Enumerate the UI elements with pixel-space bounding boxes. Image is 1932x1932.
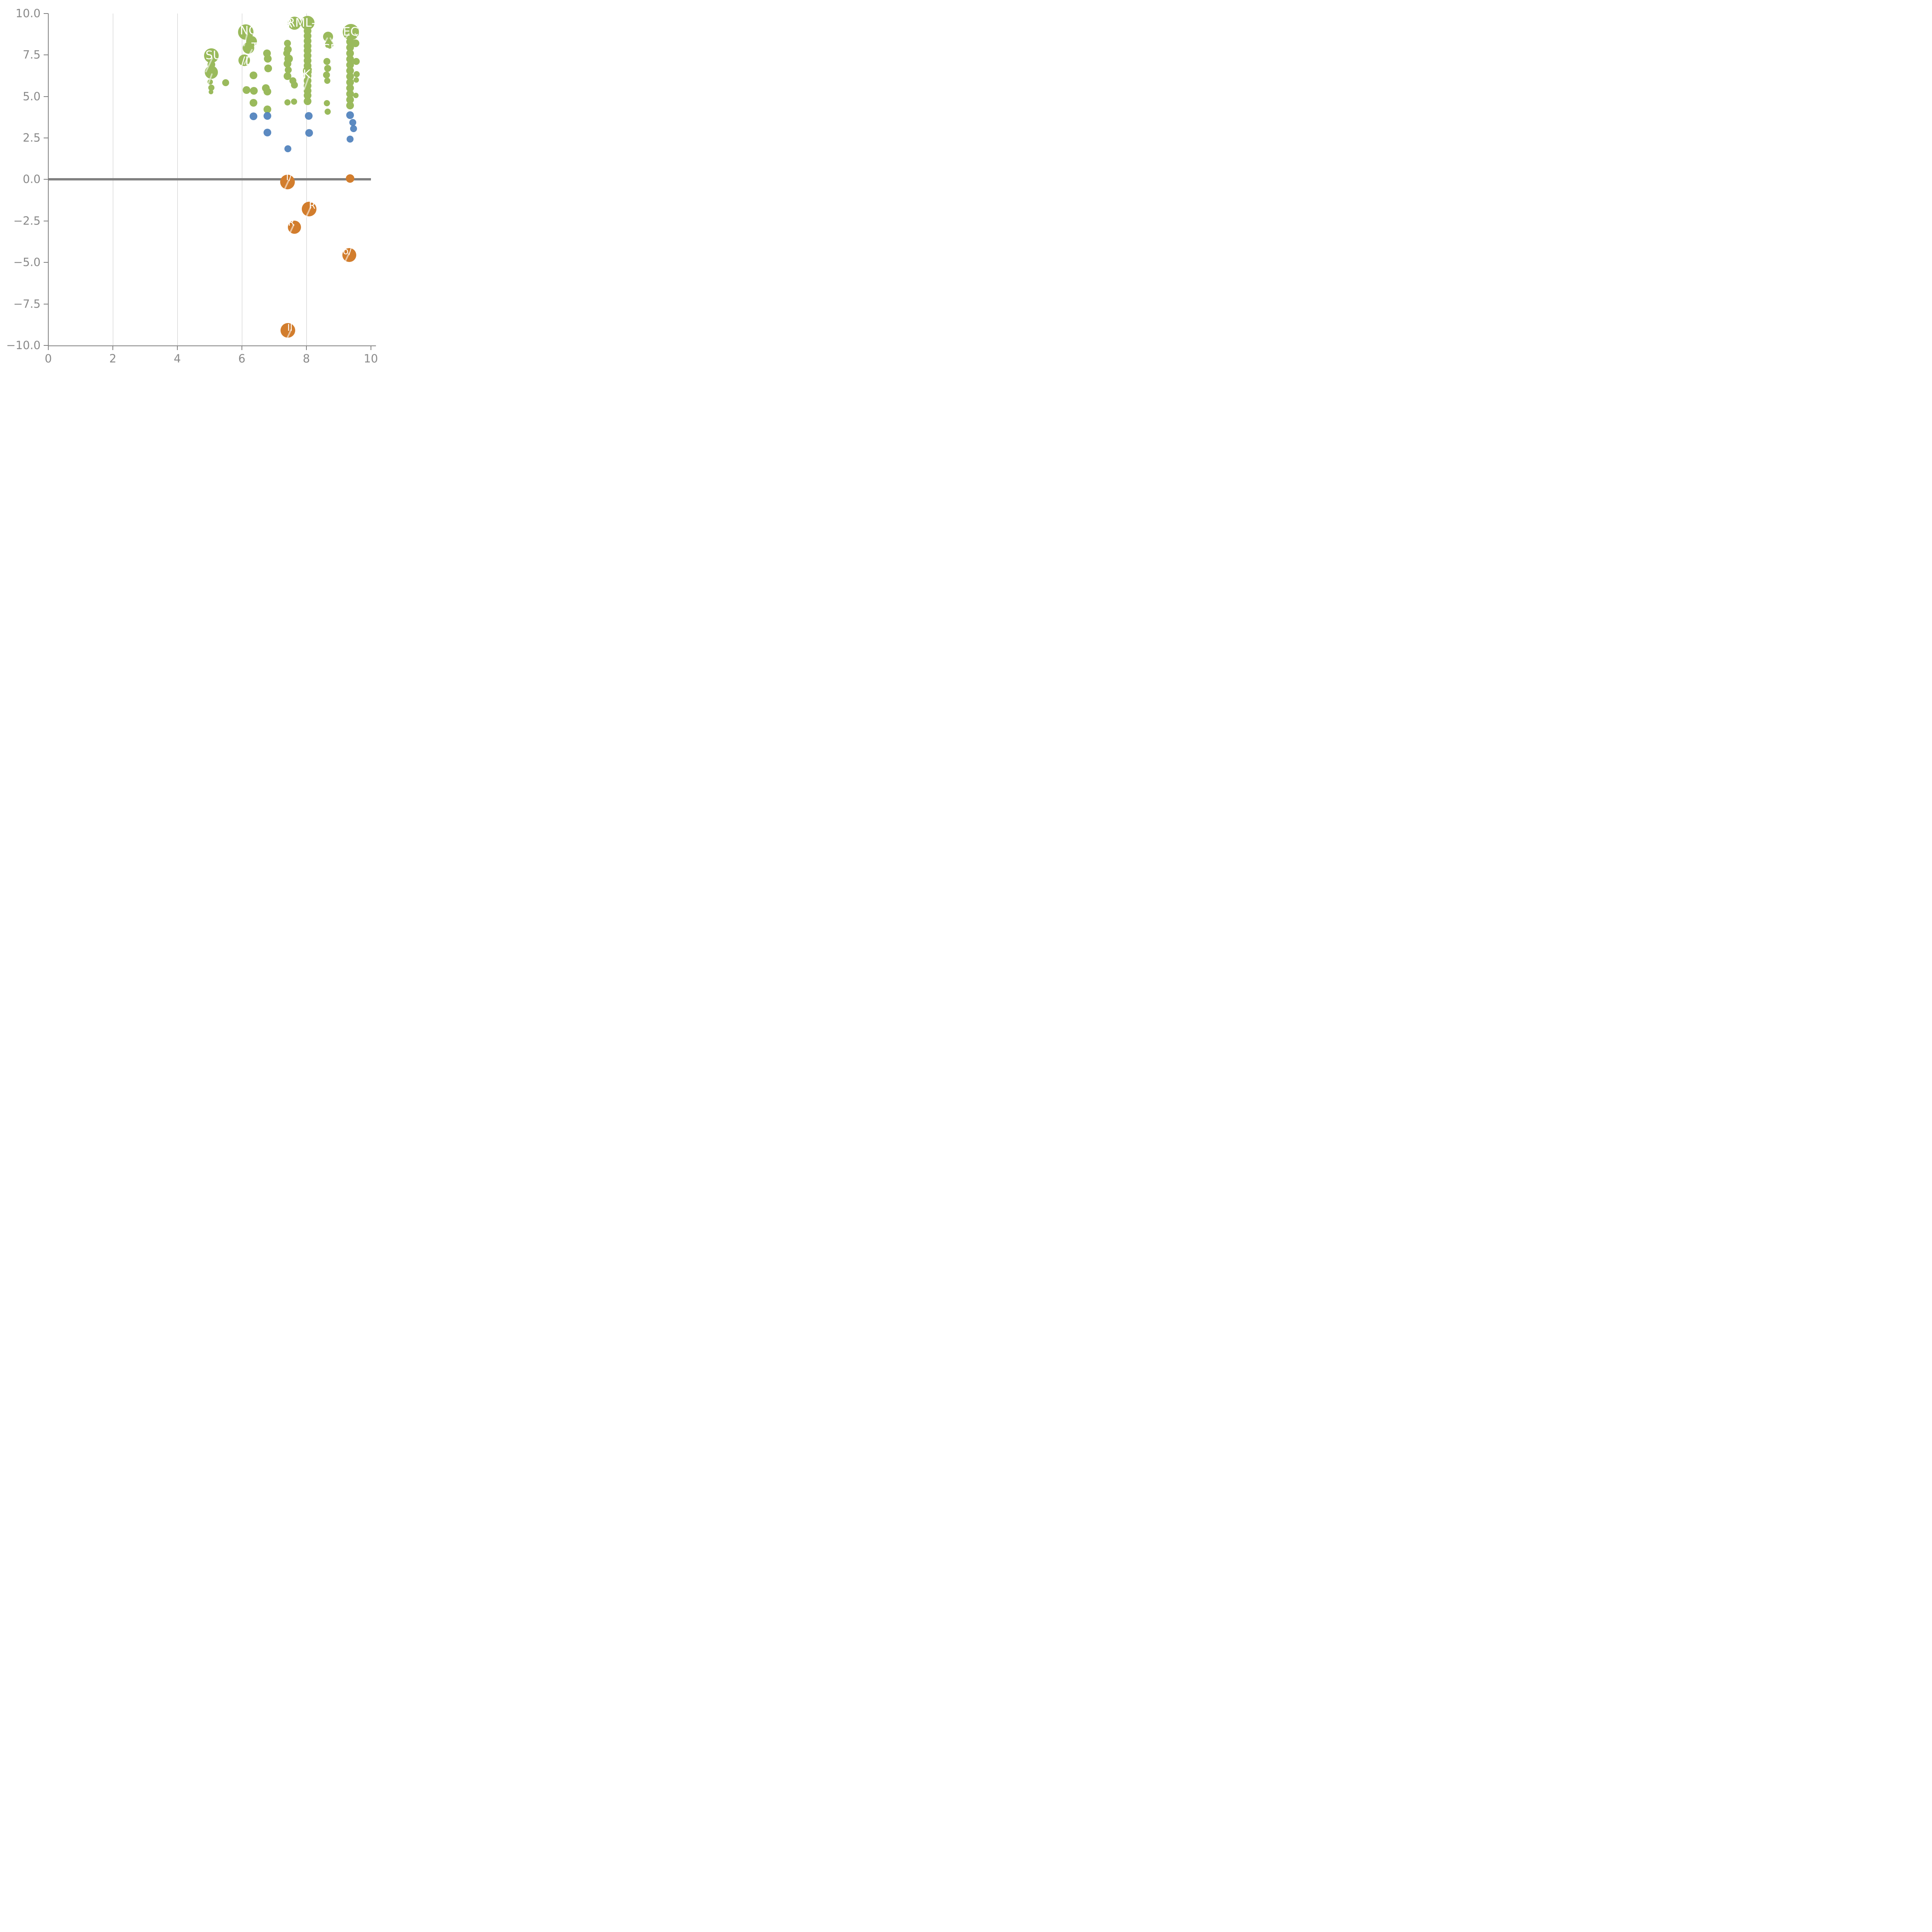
bubble-green xyxy=(346,61,354,69)
bubble-green xyxy=(354,71,360,77)
x-tick-label: 10 xyxy=(364,352,378,365)
bubble-green xyxy=(324,77,331,84)
y-tick-label: −10.0 xyxy=(6,338,41,352)
bubble-green xyxy=(284,99,291,106)
bubble-green xyxy=(208,90,213,94)
bubble-ticker-label: R xyxy=(284,17,293,31)
bubble-orange xyxy=(342,248,356,262)
x-tick-label: 4 xyxy=(173,352,181,365)
bubble-ticker-label: TI xyxy=(251,40,262,54)
bubble-green xyxy=(324,100,330,106)
x-tick-mark xyxy=(306,345,307,350)
x-tick-label: 0 xyxy=(44,352,52,365)
y-tick-label: 10.0 xyxy=(15,7,41,20)
bubble-chart-figure: 10.0 7.5 5.0 2.5 0.0 −2.5 −5.0 −7.5 −10.0 0 2 4 6 8 10… xyxy=(0,0,386,386)
zero-reference-line xyxy=(48,178,371,181)
bubble-green xyxy=(325,40,334,49)
bubble-ticker-label: /D xyxy=(241,54,254,68)
bubble-ticker-label: R xyxy=(309,200,316,211)
bubble-green xyxy=(346,37,354,46)
bubble-ticker-label: I/ xyxy=(286,171,292,182)
bubble-green xyxy=(346,43,354,51)
bubble-green xyxy=(287,16,301,30)
bubble-green xyxy=(346,90,354,98)
y-tick-label: −7.5 xyxy=(13,297,41,311)
y-tick-label: 7.5 xyxy=(22,48,41,61)
bubble-green xyxy=(291,98,298,105)
bubble-green xyxy=(242,86,250,94)
bubble-blue xyxy=(304,112,313,120)
bubble-green xyxy=(346,55,354,63)
bubble-green xyxy=(324,65,331,72)
bubble-ticker-label: KD xyxy=(303,67,320,81)
bubble-ticker-label: R xyxy=(288,217,294,228)
y-tick-label: 2.5 xyxy=(22,131,41,145)
y-tick-mark xyxy=(44,179,48,180)
y-tick-mark xyxy=(44,54,48,56)
bubble-blue xyxy=(263,112,271,120)
plot-area: 10.0 7.5 5.0 2.5 0.0 −2.5 −5.0 −7.5 −10.0 0 2 4 6 8 10… xyxy=(0,0,386,386)
bubble-green xyxy=(264,65,272,73)
bubble-blue xyxy=(346,111,354,119)
x-tick-mark xyxy=(48,345,49,350)
bubble-green xyxy=(284,40,291,47)
bubble-ticker-label: RML-N xyxy=(287,16,325,30)
bubble-green xyxy=(208,85,215,91)
bubble-orange xyxy=(346,174,355,183)
bubble-green xyxy=(353,93,359,99)
y-tick-mark xyxy=(44,96,48,97)
y-tick-label: −5.0 xyxy=(13,255,41,269)
bubble-green xyxy=(249,99,257,107)
bubble-green xyxy=(249,71,257,80)
y-tick-mark xyxy=(44,345,48,346)
bubble-ticker-label: SU xyxy=(205,48,221,62)
bubble-green xyxy=(346,67,354,75)
x-tick-label: 2 xyxy=(109,352,117,365)
x-axis-spine xyxy=(48,345,376,346)
bubble-green xyxy=(346,102,354,110)
y-tick-mark xyxy=(44,262,48,263)
bubble-green xyxy=(291,82,298,89)
bubble-green xyxy=(264,54,272,63)
y-tick-mark xyxy=(44,13,48,14)
bubble-ticker-label: SF xyxy=(323,42,337,56)
bubble-blue xyxy=(263,128,271,136)
bubble-blue xyxy=(347,136,354,143)
y-tick-label: 0.0 xyxy=(22,172,41,186)
bubble-blue xyxy=(249,112,257,121)
bubble-ticker-label: NC xyxy=(240,24,257,38)
bubble-green xyxy=(346,96,354,104)
bubble-green xyxy=(304,92,312,100)
bubble-blue xyxy=(305,129,313,137)
x-tick-label: 6 xyxy=(238,352,246,365)
bubble-green xyxy=(323,58,331,65)
bubble-green xyxy=(323,71,330,78)
bubble-green xyxy=(283,60,291,68)
bubble-green xyxy=(346,73,354,81)
bubble-green xyxy=(304,97,312,105)
bubble-green xyxy=(354,77,359,83)
bubble-green xyxy=(346,78,354,87)
bubble-ticker-label: o/ xyxy=(343,245,352,257)
x-tick-mark xyxy=(177,345,178,350)
bubble-green xyxy=(263,105,271,113)
bubble-green xyxy=(346,84,354,92)
x-tick-mark xyxy=(112,345,113,350)
y-tick-label: 5.0 xyxy=(22,90,41,103)
bubble-ticker-label: Il xyxy=(287,322,293,333)
bubble-green xyxy=(353,58,360,65)
bubble-green xyxy=(324,109,331,115)
bubble-green xyxy=(263,88,271,96)
bubble-blue xyxy=(350,125,357,132)
bubble-green xyxy=(250,87,258,95)
x-tick-label: 8 xyxy=(303,352,310,365)
y-tick-label: −2.5 xyxy=(13,214,41,228)
bubble-green xyxy=(346,49,354,57)
bubble-green xyxy=(222,79,230,86)
bubble-blue xyxy=(349,119,357,126)
bubble-blue xyxy=(284,145,292,152)
bubble-ticker-label: TECH xyxy=(336,25,367,39)
bubble-green xyxy=(285,66,292,73)
bubble-green xyxy=(284,72,292,80)
